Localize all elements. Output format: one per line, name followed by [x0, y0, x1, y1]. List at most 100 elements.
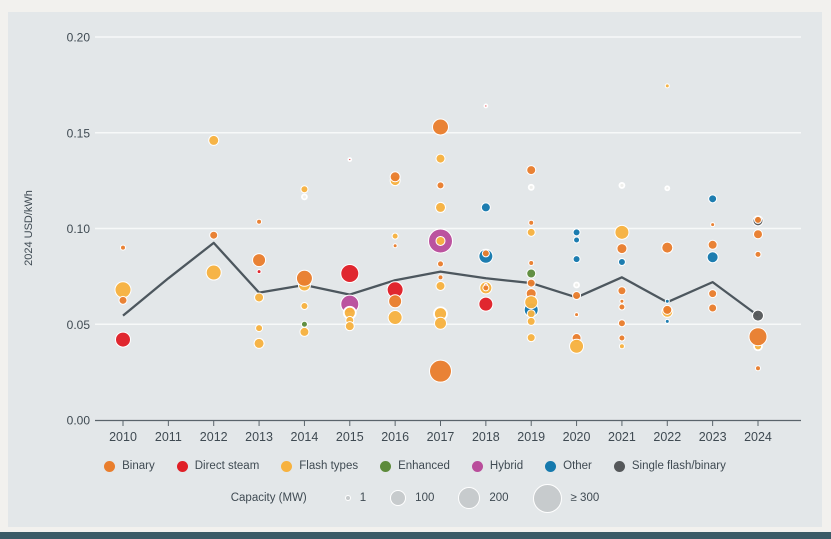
legend-swatch-direct_steam — [176, 460, 188, 472]
bubble-binary — [389, 171, 401, 183]
bubble-direct_steam — [483, 103, 489, 109]
bubble-binary — [252, 253, 267, 268]
x-tick-label: 2018 — [472, 430, 500, 444]
bubble-binary — [256, 218, 263, 225]
bubble-binary — [707, 239, 718, 250]
bubble-flash — [300, 185, 309, 194]
x-tick-label: 2014 — [291, 430, 319, 444]
bubble-flash — [114, 281, 132, 299]
size-legend-label: Capacity (MW) — [230, 492, 307, 504]
legend-swatch-single_flash_binary — [613, 460, 625, 472]
size-label: ≥ 300 — [570, 492, 600, 504]
y-tick-label: 0.15 — [67, 126, 91, 140]
bubble-flash — [618, 343, 625, 350]
bubble-binary — [436, 181, 445, 190]
size-legend-item: ≥ 300 — [532, 483, 600, 513]
bubble-pale — [301, 193, 308, 201]
x-tick-label: 2010 — [109, 430, 137, 444]
size-swatch — [344, 495, 351, 501]
bubble-direct_steam — [347, 157, 353, 162]
bubble-binary — [526, 278, 536, 288]
bubble-binary — [388, 294, 403, 309]
size-swatch — [390, 490, 407, 506]
bubble-flash — [435, 280, 446, 291]
legend-label: Other — [563, 460, 592, 472]
bubble-other — [617, 258, 626, 267]
bubble-binary — [209, 230, 219, 240]
bubble-binary — [708, 303, 718, 313]
bubble-direct_steam — [115, 331, 131, 348]
legend-item-other: Other — [545, 460, 592, 472]
bubble-flash — [435, 235, 446, 246]
bubble-binary — [617, 286, 627, 296]
bubble-flash — [253, 337, 265, 349]
size-label: 1 — [359, 492, 367, 504]
bubble-other — [480, 202, 491, 213]
bubble-flash — [300, 302, 309, 311]
x-tick-label: 2013 — [245, 430, 273, 444]
bubble-flash — [205, 264, 222, 281]
chart-panel — [8, 12, 822, 527]
size-legend-item: 200 — [458, 487, 509, 509]
bubble-flash — [254, 292, 265, 303]
bubble-pale — [573, 281, 580, 289]
bubble-binary — [748, 327, 768, 347]
x-tick-label: 2020 — [563, 430, 591, 444]
bubble-pale — [618, 182, 626, 189]
x-tick-label: 2024 — [744, 430, 772, 444]
bubble-flash — [434, 201, 446, 213]
bubble-flash — [526, 316, 536, 326]
size-label: 200 — [489, 492, 509, 504]
bubble-binary — [437, 274, 444, 281]
bubble-binary — [120, 244, 126, 251]
legend-swatch-other — [545, 460, 557, 472]
bubble-flash — [664, 83, 670, 89]
bubble-binary — [572, 291, 582, 301]
size-legend: Capacity (MW) 1 100 200 ≥ 300 — [8, 483, 822, 513]
bubble-binary — [528, 259, 535, 266]
footer-bar — [0, 532, 831, 539]
x-tick-label: 2021 — [608, 430, 636, 444]
bubble-binary — [574, 312, 580, 318]
bubble-flash — [526, 333, 536, 343]
legend-label: Single flash/binary — [631, 460, 726, 472]
bubble-other — [572, 255, 581, 264]
bubble-other — [706, 251, 719, 264]
x-tick-label: 2017 — [427, 430, 455, 444]
x-tick-label: 2012 — [200, 430, 228, 444]
bubble-direct_steam — [256, 269, 262, 275]
bubble-other — [572, 228, 581, 237]
x-tick-label: 2016 — [381, 430, 409, 444]
legend-swatch-flash — [281, 460, 293, 472]
bubble-flash — [387, 310, 403, 326]
legend-swatch-enhanced — [380, 460, 392, 472]
bubble-binary — [616, 243, 628, 255]
bubble-binary — [481, 249, 490, 258]
bubble-binary — [754, 250, 762, 258]
bubble-binary — [753, 215, 762, 224]
bubble-binary — [618, 334, 626, 342]
bubble-pale — [527, 183, 535, 191]
bubble-flash — [433, 316, 447, 330]
x-tick-label: 2011 — [155, 430, 182, 444]
bubble-enhanced — [526, 268, 537, 279]
x-tick-label: 2015 — [336, 430, 364, 444]
bubble-binary — [618, 303, 626, 311]
y-tick-label: 0.20 — [67, 31, 91, 45]
bubble-binary — [754, 365, 761, 372]
size-legend-item: 100 — [390, 490, 434, 506]
size-swatch — [458, 487, 481, 509]
legend-label: Binary — [122, 460, 155, 472]
legend-item-direct_steam: Direct steam — [176, 460, 259, 472]
legend-item-enhanced: Enhanced — [380, 460, 450, 472]
bubble-other — [664, 318, 670, 324]
bubble-other — [664, 298, 670, 304]
average-line — [122, 241, 759, 317]
legend-label: Enhanced — [398, 460, 450, 472]
bubble-binary — [482, 284, 490, 292]
category-legend: Binary Direct steam Flash types Enhanced Hyb… — [8, 456, 822, 476]
bubble-direct_steam — [478, 296, 494, 312]
legend-item-flash: Flash types — [281, 460, 358, 472]
bubble-flash — [524, 295, 539, 310]
